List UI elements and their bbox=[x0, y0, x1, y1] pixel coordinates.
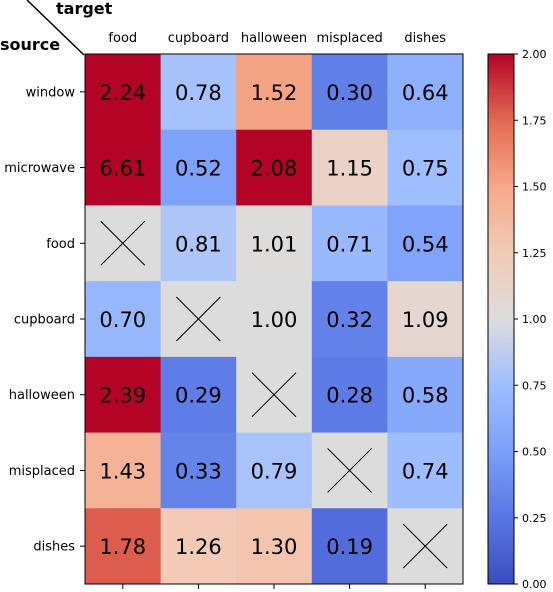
missing-cross-icon bbox=[251, 372, 297, 418]
row-label-dishes: dishes bbox=[33, 540, 75, 555]
heatmap-cell bbox=[85, 508, 162, 585]
heatmap-cell bbox=[85, 356, 162, 434]
missing-cross-icon bbox=[100, 220, 146, 266]
colorbar-tick-label: 0.25 bbox=[522, 512, 547, 525]
row-label-halloween: halloween bbox=[9, 388, 75, 403]
colorbar-tick-label: 1.75 bbox=[522, 114, 547, 127]
cell-value-label: 0.58 bbox=[402, 384, 449, 408]
heatmap-cell bbox=[311, 356, 388, 434]
cell-value-label: 0.81 bbox=[175, 232, 222, 256]
heatmap-cell bbox=[160, 54, 237, 131]
heatmap-cell bbox=[236, 54, 313, 131]
heatmap-cell bbox=[236, 432, 313, 509]
row-labels: window microwave food cupboard halloween misp… bbox=[4, 85, 75, 554]
heatmap-cell bbox=[311, 281, 388, 358]
cell-value-label: 1.78 bbox=[99, 535, 146, 559]
cell-value-label: 2.24 bbox=[99, 81, 146, 105]
row-label-misplaced: misplaced bbox=[9, 464, 75, 479]
cell-value-label: 2.08 bbox=[251, 157, 298, 181]
heatmap-cell bbox=[85, 281, 162, 358]
heatmap-cell bbox=[85, 129, 162, 206]
heatmap-cell bbox=[236, 508, 313, 585]
missing-cross-icon bbox=[176, 296, 221, 342]
cell-value-label: 0.71 bbox=[326, 232, 373, 256]
heatmap-cell bbox=[311, 129, 388, 206]
cell-value-label: 6.61 bbox=[99, 157, 146, 181]
column-axis-title: target bbox=[56, 0, 113, 18]
heatmap-cell bbox=[387, 129, 464, 206]
heatmap-cell bbox=[160, 205, 237, 282]
heatmap-cell bbox=[85, 432, 162, 509]
cell-value-label: 0.75 bbox=[402, 157, 449, 181]
cell-value-label: 1.00 bbox=[251, 308, 298, 332]
colorbar-tick-label: 1.50 bbox=[522, 181, 547, 194]
heatmap-cell bbox=[311, 205, 388, 282]
colorbar-ticks: 0.00 0.25 0.50 0.75 1.00 1.25 1.50 1.75 2.00 bbox=[514, 48, 547, 591]
colorbar-tick-label: 0.75 bbox=[522, 379, 547, 392]
column-label-misplaced: misplaced bbox=[316, 31, 382, 46]
cell-value-label: 1.30 bbox=[251, 535, 298, 559]
cell-value-label: 0.54 bbox=[402, 232, 449, 256]
cell-value-label: 0.79 bbox=[251, 459, 298, 483]
cell-value-label: 0.52 bbox=[175, 157, 222, 181]
heatmap-cell bbox=[160, 508, 237, 585]
corner-diagonal bbox=[26, 0, 85, 56]
heatmap-cell bbox=[160, 432, 237, 509]
cell-value-label: 0.30 bbox=[326, 81, 373, 105]
row-label-food: food bbox=[46, 237, 75, 252]
cell-value-label: 0.33 bbox=[175, 459, 222, 483]
heatmap-cell bbox=[387, 205, 464, 282]
cell-value-label: 0.19 bbox=[326, 535, 373, 559]
colorbar bbox=[487, 53, 515, 585]
cell-value-label: 0.70 bbox=[99, 308, 146, 332]
heatmap-cell bbox=[236, 205, 313, 282]
column-label-cupboard: cupboard bbox=[168, 31, 229, 46]
column-label-food: food bbox=[108, 31, 137, 46]
column-label-halloween: halloween bbox=[241, 31, 307, 46]
heatmap-cell bbox=[160, 356, 237, 434]
axis-ticks bbox=[80, 91, 426, 589]
cell-value-label: 1.01 bbox=[251, 232, 298, 256]
cell-value-label: 1.09 bbox=[402, 308, 449, 332]
heatmap-cell bbox=[311, 508, 388, 585]
cell-value-label: 0.64 bbox=[402, 81, 449, 105]
row-label-microwave: microwave bbox=[4, 161, 75, 176]
heatmap-cell bbox=[387, 54, 464, 131]
heatmap-cell bbox=[85, 54, 162, 131]
colorbar-tick-label: 1.25 bbox=[522, 247, 547, 260]
colorbar-tick-label: 1.00 bbox=[522, 313, 547, 326]
heatmap-cell bbox=[236, 129, 313, 206]
cell-value-label: 1.43 bbox=[99, 459, 146, 483]
heatmap-frame bbox=[84, 53, 464, 585]
cell-value-label: 0.78 bbox=[175, 81, 222, 105]
cell-value-label: 0.28 bbox=[326, 384, 373, 408]
cell-value-label: 1.26 bbox=[175, 535, 222, 559]
heatmap-cell bbox=[311, 54, 388, 131]
heatmap-cell bbox=[236, 281, 313, 358]
row-label-cupboard: cupboard bbox=[14, 313, 75, 328]
cell-value-label: 0.74 bbox=[402, 459, 449, 483]
heatmap-cells: 2.24 0.78 1.52 0.30 0.64 6.61 0.52 2.08 1.15 0.75… bbox=[85, 54, 464, 585]
cell-value-label: 1.52 bbox=[251, 81, 298, 105]
missing-cross-icon bbox=[402, 523, 448, 569]
missing-cross-icon bbox=[327, 448, 372, 493]
cell-value-label: 2.39 bbox=[99, 384, 146, 408]
heatmap-cell bbox=[387, 281, 464, 358]
row-axis-title: source bbox=[0, 35, 60, 54]
cell-value-label: 0.32 bbox=[326, 308, 373, 332]
heatmap-cell bbox=[387, 432, 464, 509]
colorbar-tick-label: 2.00 bbox=[522, 48, 547, 61]
heatmap-cell bbox=[160, 129, 237, 206]
cell-value-label: 1.15 bbox=[326, 157, 373, 181]
heatmap-cell bbox=[387, 356, 464, 434]
colorbar-tick-label: 0.00 bbox=[522, 578, 547, 591]
column-label-dishes: dishes bbox=[404, 31, 446, 46]
row-label-window: window bbox=[26, 85, 76, 100]
colorbar-tick-label: 0.50 bbox=[522, 446, 547, 459]
cell-value-label: 0.29 bbox=[175, 384, 222, 408]
column-labels: food cupboard halloween misplaced dishes bbox=[108, 31, 446, 46]
